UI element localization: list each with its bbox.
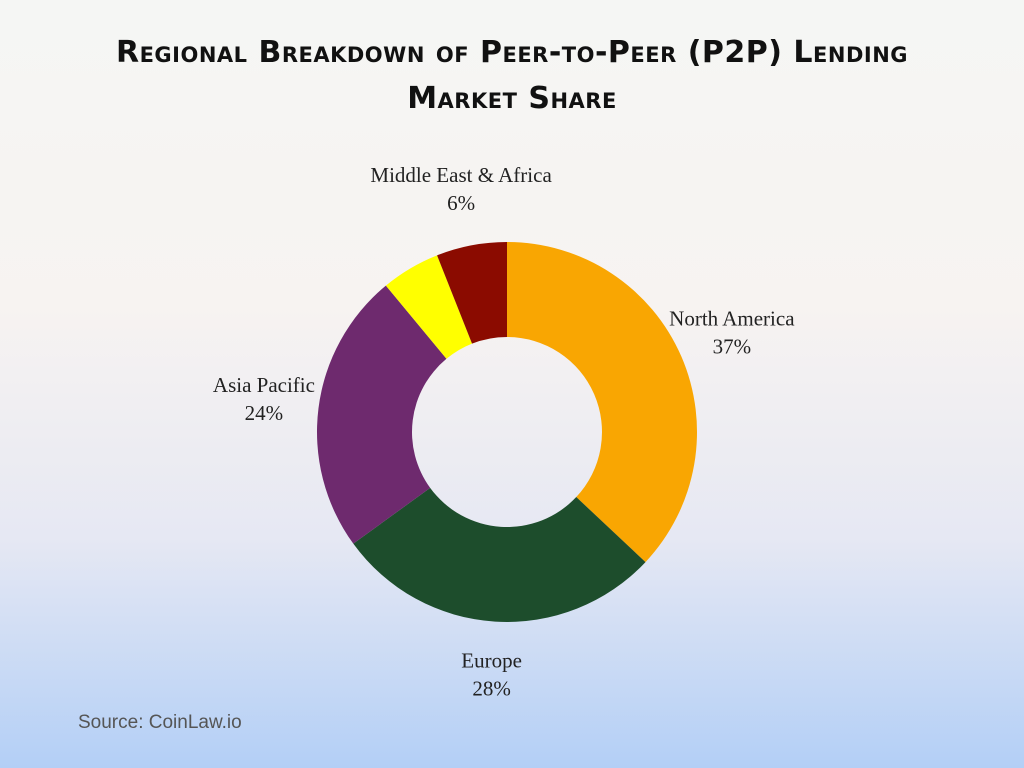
slice-value: 24% [245,401,284,425]
chart-title: Regional Breakdown of Peer-to-Peer (P2P)… [115,35,909,116]
donut-slice [317,285,447,544]
slice-value: 28% [472,676,511,700]
slice-value: 6% [447,191,475,215]
donut-slice [507,242,697,563]
donut-slice [385,255,473,359]
donut-slice [353,487,646,622]
slice-value: 37% [713,335,752,359]
slice-label: Middle East & Africa [370,163,552,187]
donut-slice [437,242,507,344]
slice-label: Asia Pacific [213,373,315,397]
slice-label: North America [669,307,795,331]
source-note: Source: CoinLaw.io [78,712,242,733]
slice-label: Europe [461,648,522,672]
